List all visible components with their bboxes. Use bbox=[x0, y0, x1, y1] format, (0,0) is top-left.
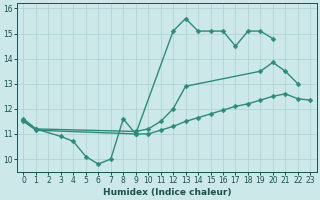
X-axis label: Humidex (Indice chaleur): Humidex (Indice chaleur) bbox=[103, 188, 231, 197]
